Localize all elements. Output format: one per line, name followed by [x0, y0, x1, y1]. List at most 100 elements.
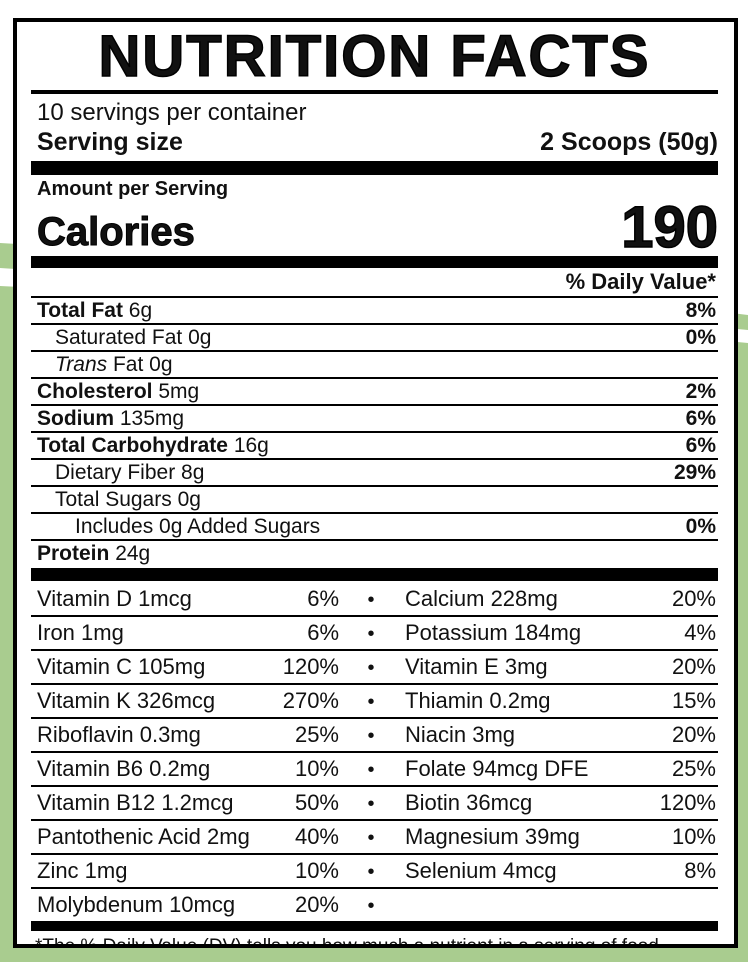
thick-divider-top — [31, 161, 718, 175]
bullet-separator: • — [367, 861, 375, 883]
micro-right-dv: 10% — [671, 824, 716, 849]
nutrient-dv: 29% — [673, 461, 716, 484]
nutrient-name: Cholesterol — [37, 380, 153, 403]
title-divider — [31, 90, 718, 94]
nutrient-row-sodium: Sodium 135mg 6% — [31, 404, 718, 431]
micro-left-dv: 6% — [307, 620, 339, 645]
micro-left-name: Riboflavin 0.3mg — [37, 722, 201, 747]
nutrient-dv: 0% — [685, 326, 716, 349]
micro-left-name: Vitamin D 1mcg — [37, 586, 192, 611]
nutrient-name: Sodium — [37, 407, 114, 430]
thick-divider-bottom — [31, 921, 718, 931]
micro-right-dv: 4% — [684, 620, 716, 645]
bullet-separator: • — [367, 827, 375, 849]
calories-value: 190 — [620, 195, 718, 260]
nutrient-row-protein: Protein 24g — [31, 539, 718, 566]
servings-per-container: 10 servings per container — [37, 99, 307, 126]
micro-left-dv: 10% — [294, 756, 339, 781]
micro-left-dv: 120% — [282, 654, 339, 679]
micro-right-dv: 15% — [671, 688, 716, 713]
micro-left-name: Vitamin B12 1.2mcg — [37, 790, 234, 815]
thick-divider-calories — [31, 256, 718, 268]
nutrient-dv: 0% — [685, 515, 716, 538]
nutrient-amount: 5mg — [158, 380, 200, 403]
bullet-separator: • — [367, 759, 375, 781]
micro-left-name: Iron 1mg — [37, 620, 124, 645]
nutrient-amount: 24g — [115, 542, 151, 565]
micro-left-dv: 50% — [294, 790, 339, 815]
serving-size-label: Serving size — [37, 128, 183, 156]
nutrient-amount: 0g — [177, 488, 201, 511]
micro-right-dv: 20% — [671, 722, 716, 747]
micro-left-dv: 10% — [294, 858, 339, 883]
micro-left-dv: 40% — [294, 824, 339, 849]
bullet-separator: • — [367, 691, 375, 713]
micro-right-name: Calcium 228mg — [405, 586, 558, 611]
micronutrient-row: Vitamin B6 0.2mg 10% • Folate 94mcg DFE … — [31, 751, 718, 785]
micro-left-dv: 6% — [307, 586, 339, 611]
micronutrient-table: Vitamin D 1mcg 6% • Calcium 228mg 20% Ir… — [31, 583, 718, 921]
nutrient-amount: 0g — [188, 326, 212, 349]
micro-left-name: Pantothenic Acid 2mg — [37, 824, 250, 849]
nutrient-name: Total Fat — [37, 299, 123, 322]
micronutrient-row: Vitamin K 326mcg 270% • Thiamin 0.2mg 15… — [31, 683, 718, 717]
nutrient-name: Protein — [37, 542, 110, 565]
nutrient-row-trans-fat: Trans Fat 0g — [31, 350, 718, 377]
micro-left-name: Vitamin B6 0.2mg — [37, 756, 211, 781]
serving-size-value: 2 Scoops (50g) — [540, 128, 718, 156]
bullet-separator: • — [367, 793, 375, 815]
bullet-separator: • — [367, 657, 375, 679]
nutrition-facts-title: NUTRITION FACTS — [98, 24, 651, 89]
micro-left-dv: 25% — [294, 722, 339, 747]
micronutrient-row: Vitamin B12 1.2mcg 50% • Biotin 36mcg 12… — [31, 785, 718, 819]
micro-right-name: Magnesium 39mg — [405, 824, 580, 849]
micro-right-dv: 8% — [684, 858, 716, 883]
nutrient-row-cholesterol: Cholesterol 5mg 2% — [31, 377, 718, 404]
micronutrient-row: Pantothenic Acid 2mg 40% • Magnesium 39m… — [31, 819, 718, 853]
micro-right-name: Vitamin E 3mg — [405, 654, 548, 679]
micro-left-name: Molybdenum 10mcg — [37, 892, 236, 917]
daily-value-footnote: *The % Daily Value (DV) tells you how mu… — [35, 936, 659, 948]
nutrient-name: Total Sugars — [55, 488, 172, 511]
micro-right-dv: 20% — [671, 586, 716, 611]
nutrient-amount: 8g — [181, 461, 205, 484]
micronutrient-row: Vitamin D 1mcg 6% • Calcium 228mg 20% — [31, 583, 718, 615]
micro-left-name: Vitamin C 105mg — [37, 654, 206, 679]
nutrient-amount: 0g — [149, 353, 173, 376]
micronutrient-row: Molybdenum 10mcg 20% • — [31, 887, 718, 921]
micro-right-dv: 120% — [659, 790, 716, 815]
amount-per-serving-label: Amount per Serving — [37, 178, 229, 200]
nutrient-amount: 16g — [233, 434, 269, 457]
nutrient-row-added-sugars: Includes 0g Added Sugars 0% — [31, 512, 718, 539]
micro-right-dv: 25% — [671, 756, 716, 781]
serving-size-row: Serving size 2 Scoops (50g) — [31, 127, 718, 158]
micro-left-name: Zinc 1mg — [37, 858, 128, 883]
micro-right-name: Niacin 3mg — [405, 722, 516, 747]
bullet-separator: • — [367, 895, 375, 917]
micronutrient-row: Riboflavin 0.3mg 25% • Niacin 3mg 20% — [31, 717, 718, 751]
calories-row: Calories 190 — [31, 195, 719, 260]
daily-value-header: % Daily Value* — [565, 269, 716, 294]
nutrient-name: Includes 0g Added Sugars — [75, 515, 321, 538]
nutrient-row-saturated-fat: Saturated Fat 0g 0% — [31, 323, 718, 350]
nutrient-name: Fat — [112, 353, 144, 376]
nutrient-amount: 6g — [128, 299, 153, 322]
micro-right-name: Biotin 36mcg — [405, 790, 533, 815]
nutrient-name: Dietary Fiber — [55, 461, 176, 484]
micro-right-name: Folate 94mcg DFE — [405, 756, 589, 781]
nutrient-row-total-carbohydrate: Total Carbohydrate 16g 6% — [31, 431, 718, 458]
macronutrient-table: Total Fat 6g 8% Saturated Fat 0g 0% Tran… — [31, 296, 718, 566]
nutrient-name: Total Carbohydrate — [37, 434, 228, 457]
micronutrient-row: Vitamin C 105mg 120% • Vitamin E 3mg 20% — [31, 649, 718, 683]
micro-left-name: Vitamin K 326mcg — [37, 688, 216, 713]
nutrient-row-dietary-fiber: Dietary Fiber 8g 29% — [31, 458, 718, 485]
micro-right-name: Selenium 4mcg — [405, 858, 557, 883]
nutrient-amount: 135mg — [119, 407, 185, 430]
micro-left-dv: 270% — [282, 688, 339, 713]
calories-label: Calories — [37, 210, 196, 255]
nutrition-facts-panel: NUTRITION FACTS 10 servings per containe… — [13, 18, 738, 948]
micro-right-dv: 20% — [671, 654, 716, 679]
bullet-separator: • — [367, 623, 375, 645]
micro-left-dv: 20% — [294, 892, 339, 917]
